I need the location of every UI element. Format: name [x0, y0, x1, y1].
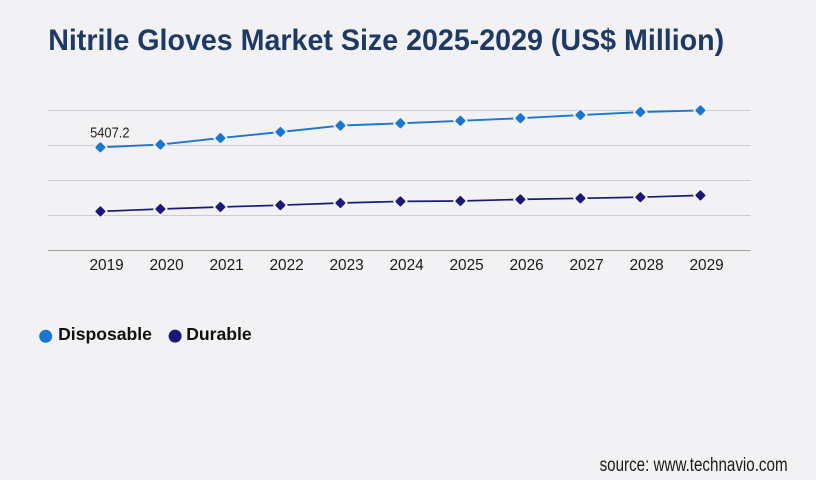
svg-text:Disposable: Disposable — [58, 324, 152, 344]
svg-text:2027: 2027 — [569, 257, 603, 274]
svg-text:2021: 2021 — [209, 257, 243, 274]
svg-text:2025: 2025 — [449, 257, 483, 274]
svg-text:2024: 2024 — [389, 257, 424, 274]
svg-text:Durable: Durable — [186, 324, 252, 344]
svg-text:2023: 2023 — [329, 257, 363, 274]
svg-text:2029: 2029 — [689, 257, 723, 274]
svg-text:source: www.technavio.com: source: www.technavio.com — [600, 455, 788, 476]
svg-text:Nitrile Gloves Market Size 202: Nitrile Gloves Market Size 2025-2029 (US… — [48, 25, 724, 57]
svg-text:2020: 2020 — [149, 257, 183, 274]
svg-text:5407.2: 5407.2 — [90, 125, 129, 141]
svg-text:2019: 2019 — [89, 257, 123, 274]
svg-text:2026: 2026 — [509, 257, 543, 274]
svg-text:2028: 2028 — [629, 257, 663, 274]
svg-text:2022: 2022 — [269, 257, 303, 274]
